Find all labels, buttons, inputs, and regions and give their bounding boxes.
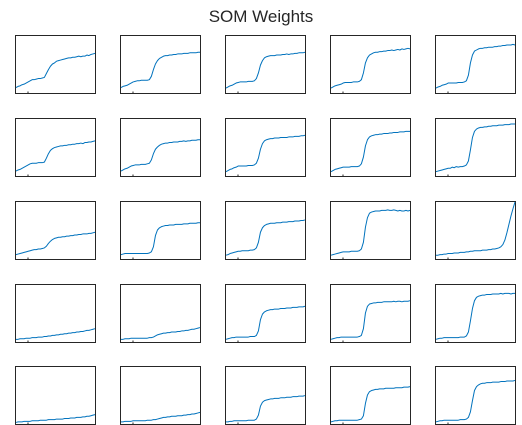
neuron-weight-line [330,209,411,256]
chart-title: SOM Weights [208,7,314,26]
neuron-plot-frame [330,284,411,343]
neuron-weight-line [436,201,516,256]
neuron-plot-frame [120,35,201,94]
neuron-weight-line [330,300,411,340]
neuron-plot-9 [330,118,411,177]
neuron-plot-17 [120,284,201,343]
neuron-weight-line [15,414,96,423]
neuron-plot-frame [120,284,201,343]
neuron-plot-frame [330,366,411,425]
neuron-plot-11 [15,201,96,260]
neuron-weight-line [15,52,96,88]
neuron-weight-line [330,386,411,423]
neuron-plot-frame [15,366,96,425]
neuron-plot-frame [435,284,516,343]
neuron-plot-24 [330,366,411,425]
neuron-weight-line [330,130,410,173]
neuron-plot-frame [15,35,96,94]
neuron-plot-5 [435,35,516,94]
neuron-weight-line [120,139,200,172]
neuron-weight-line [15,231,96,256]
neuron-plot-2 [120,35,201,94]
neuron-plot-frame [330,35,411,94]
neuron-weight-line [435,379,516,423]
neuron-weight-line [435,43,516,89]
neuron-weight-line [16,328,96,340]
neuron-plot-4 [330,35,411,94]
neuron-plot-frame [330,201,411,260]
neuron-plot-13 [225,201,306,260]
neuron-plot-1 [15,35,96,94]
neuron-weight-line [225,51,306,89]
neuron-weight-line [330,47,411,89]
neuron-weight-line [225,305,306,340]
neuron-plot-frame [225,284,306,343]
neuron-plot-6 [15,118,96,177]
neuron-weight-line [435,123,515,173]
neuron-plot-22 [120,366,201,425]
neuron-plot-19 [330,284,411,343]
neuron-plot-7 [120,118,201,177]
neuron-plot-frame [225,201,306,260]
neuron-weight-line [120,51,200,88]
neuron-weight-line [435,292,515,340]
neuron-plot-frame [435,366,516,425]
neuron-plot-frame [15,284,96,343]
neuron-plot-15 [435,201,516,260]
neuron-plot-frame [225,35,306,94]
neuron-plot-frame [120,366,201,425]
neuron-weight-line [121,411,201,423]
neuron-plot-16 [15,284,96,343]
neuron-weight-line [225,134,306,173]
neuron-weight-line [121,327,201,340]
neuron-plot-18 [225,284,306,343]
neuron-plot-12 [120,201,201,260]
neuron-plot-frame [435,118,516,177]
neuron-plot-21 [15,366,96,425]
neuron-plot-3 [225,35,306,94]
neuron-weight-line [15,140,96,172]
neuron-plot-14 [330,201,411,260]
neuron-plot-frame [435,201,516,260]
neuron-plot-frame [120,201,201,260]
neuron-plot-frame [225,118,306,177]
neuron-plot-20 [435,284,516,343]
neuron-weight-line [120,222,200,256]
neuron-plot-frame [15,201,96,260]
neuron-plot-25 [435,366,516,425]
neuron-weight-line [226,395,306,423]
neuron-plot-8 [225,118,306,177]
neuron-weight-line [225,219,306,256]
neuron-plot-10 [435,118,516,177]
neuron-plot-frame [435,35,516,94]
neuron-plot-frame [120,118,201,177]
neuron-plot-frame [225,366,306,425]
neuron-plot-23 [225,366,306,425]
